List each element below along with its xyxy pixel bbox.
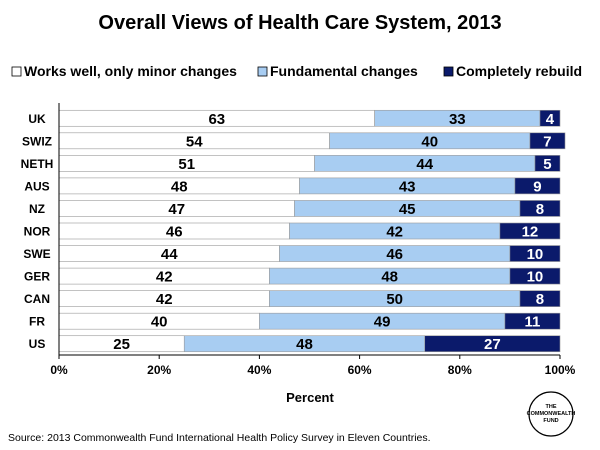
- category-label: AUS: [24, 179, 49, 193]
- data-label: 9: [533, 178, 541, 195]
- plot-area: 63 33 4 54 40 7 51 44 5 48 43 9 47 45 8 46 42 12 44 46 10 42 4…: [21, 103, 576, 377]
- data-label: 33: [449, 111, 466, 128]
- data-label: 25: [113, 336, 130, 353]
- legend-entry: Works well, only minor changes: [24, 63, 237, 79]
- data-label: 4: [546, 111, 555, 128]
- x-axis: 0% 20% 40% 60% 80% 100%: [50, 103, 576, 377]
- data-label: 63: [208, 111, 225, 128]
- data-label: 27: [484, 336, 501, 353]
- data-label: 42: [156, 269, 173, 286]
- category-label: SWE: [23, 247, 50, 261]
- bar-segment: [519, 290, 561, 307]
- category-labels: UK SWIZ NETH AUS NZ NOR SWE GER CAN FR US: [21, 112, 54, 351]
- data-label: 10: [527, 246, 544, 263]
- commonwealth-fund-logo: THE COMMONWEALTH FUND: [527, 391, 576, 437]
- data-label: 46: [386, 246, 403, 263]
- logo-text-line: FUND: [543, 418, 558, 424]
- data-label: 49: [374, 314, 391, 331]
- category-label: FR: [29, 315, 45, 329]
- legend-entry: Fundamental changes: [270, 63, 418, 79]
- data-label: 44: [416, 156, 433, 173]
- bar-segment: [519, 200, 561, 217]
- data-label: 48: [296, 336, 313, 353]
- data-label: 50: [386, 291, 403, 308]
- x-tick-label: 60%: [348, 363, 372, 377]
- category-label: NETH: [21, 157, 54, 171]
- data-label: 40: [151, 314, 168, 331]
- category-label: UK: [28, 112, 46, 126]
- x-tick-label: 40%: [247, 363, 271, 377]
- bar-segment: [529, 132, 566, 150]
- legend: Works well, only minor changes Fundamenta…: [11, 63, 582, 79]
- data-label: 10: [527, 269, 544, 286]
- bar-segment: [539, 109, 561, 127]
- data-label: 51: [178, 156, 195, 173]
- data-label: 48: [381, 269, 398, 286]
- legend-swatch: [11, 66, 22, 77]
- data-label: 12: [522, 224, 539, 241]
- data-label: 11: [525, 314, 541, 331]
- data-label: 46: [166, 224, 183, 241]
- data-label: 54: [186, 133, 203, 150]
- data-label: 40: [421, 133, 438, 150]
- legend-entry: Completely rebuild: [456, 63, 582, 79]
- category-label: CAN: [24, 292, 50, 306]
- logo-text-line: THE: [546, 404, 557, 410]
- x-tick-label: 100%: [545, 363, 576, 377]
- x-tick-label: 80%: [448, 363, 472, 377]
- data-label: 5: [543, 156, 551, 173]
- data-label: 42: [156, 291, 173, 308]
- bar-segment: [509, 245, 561, 262]
- x-tick-label: 20%: [147, 363, 171, 377]
- legend-swatch: [257, 66, 268, 77]
- data-label: 44: [161, 246, 178, 263]
- data-label: 47: [168, 201, 185, 218]
- logo-text-line: COMMONWEALTH: [527, 411, 576, 417]
- source-note: Source: 2013 Commonwealth Fund Internati…: [8, 432, 431, 444]
- x-tick-label: 0%: [50, 363, 68, 377]
- legend-swatch: [443, 66, 454, 77]
- bar-segment: [534, 155, 561, 172]
- data-label: 8: [536, 201, 544, 218]
- data-label: 43: [399, 178, 416, 195]
- data-label: 45: [399, 201, 416, 218]
- data-label: 42: [386, 224, 403, 241]
- bar-segment: [504, 312, 561, 330]
- category-label: SWIZ: [22, 134, 52, 148]
- category-label: US: [29, 337, 46, 351]
- x-axis-title: Percent: [286, 390, 334, 405]
- chart-title: Overall Views of Health Care System, 201…: [98, 12, 501, 34]
- category-label: NZ: [29, 202, 45, 216]
- category-label: GER: [24, 270, 50, 284]
- data-label: 8: [536, 291, 544, 308]
- bar-segment: [499, 222, 561, 240]
- bar-segment: [509, 267, 561, 285]
- category-label: NOR: [24, 225, 51, 239]
- logo-circle: [528, 391, 574, 437]
- data-label: 7: [543, 133, 551, 150]
- bar-segment: [424, 335, 561, 353]
- bar-segment: [514, 177, 561, 195]
- bars: 63 33 4 54 40 7 51 44 5 48 43 9 47 45 8 46 42 12 44 46 10 42 4…: [58, 109, 566, 353]
- data-label: 48: [171, 178, 188, 195]
